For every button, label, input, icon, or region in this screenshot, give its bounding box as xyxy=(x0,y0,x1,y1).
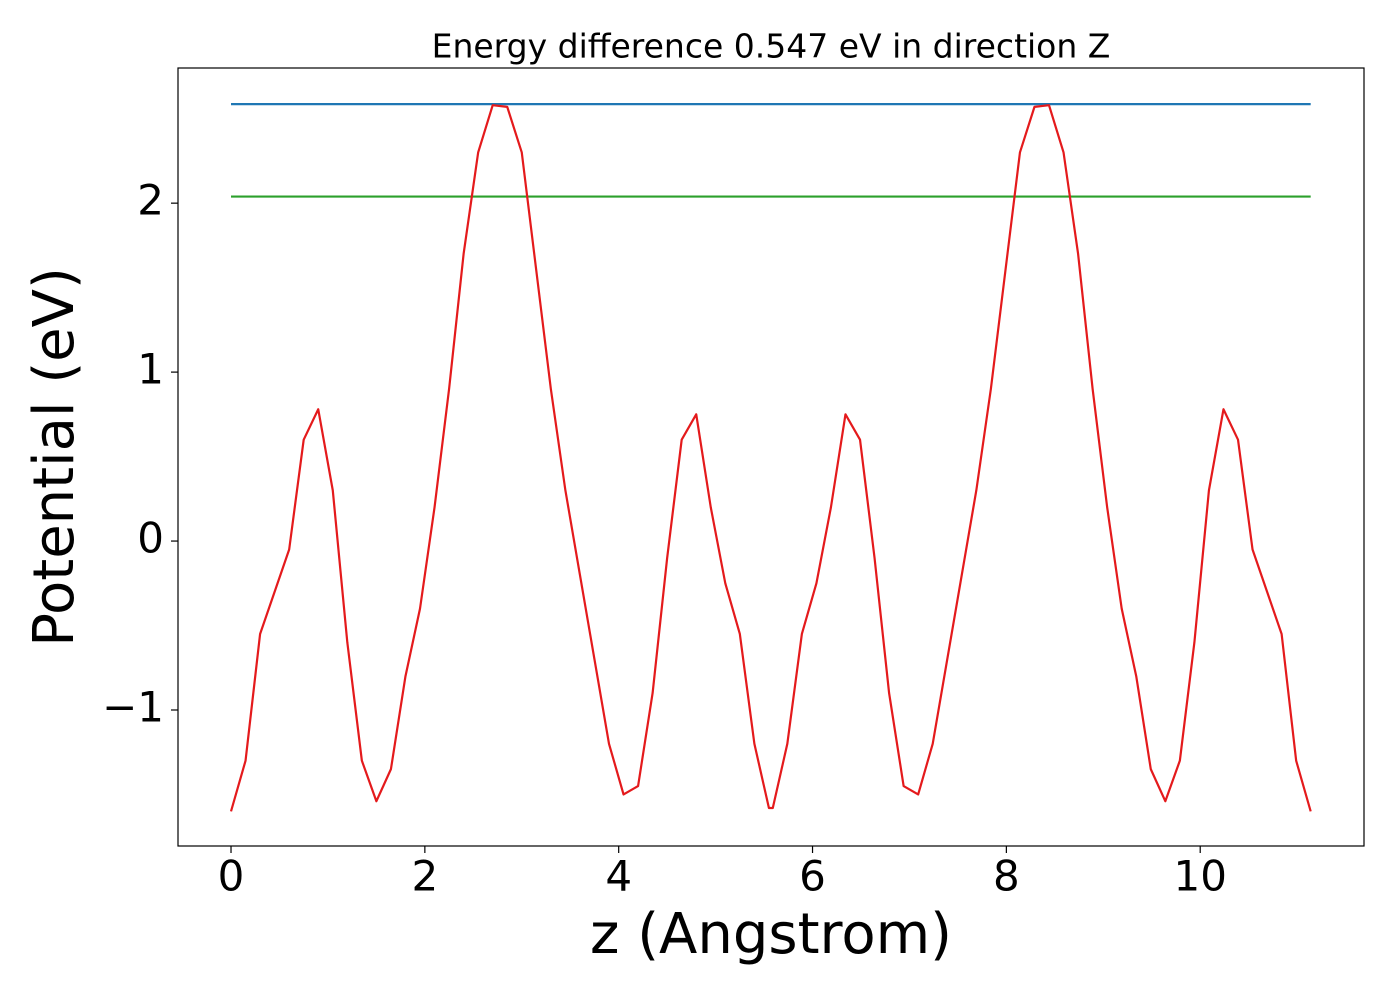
y-tick-label: 0 xyxy=(137,514,164,563)
chart-title: Energy difference 0.547 eV in direction … xyxy=(432,27,1111,66)
x-tick-label: 10 xyxy=(1173,852,1226,901)
y-axis-label: Potential (eV) xyxy=(22,267,87,647)
x-tick-label: 8 xyxy=(993,852,1020,901)
x-axis-label: z (Angstrom) xyxy=(590,902,952,967)
y-tick-label: 1 xyxy=(137,345,164,394)
y-tick-label: −1 xyxy=(102,682,164,731)
series-line xyxy=(229,104,1312,812)
x-tick-label: 6 xyxy=(799,852,826,901)
plot-frame xyxy=(177,67,1365,847)
x-tick-label: 4 xyxy=(605,852,632,901)
y-tick-label: 2 xyxy=(137,176,164,225)
x-tick-label: 0 xyxy=(218,852,245,901)
x-tick-label: 2 xyxy=(411,852,438,901)
